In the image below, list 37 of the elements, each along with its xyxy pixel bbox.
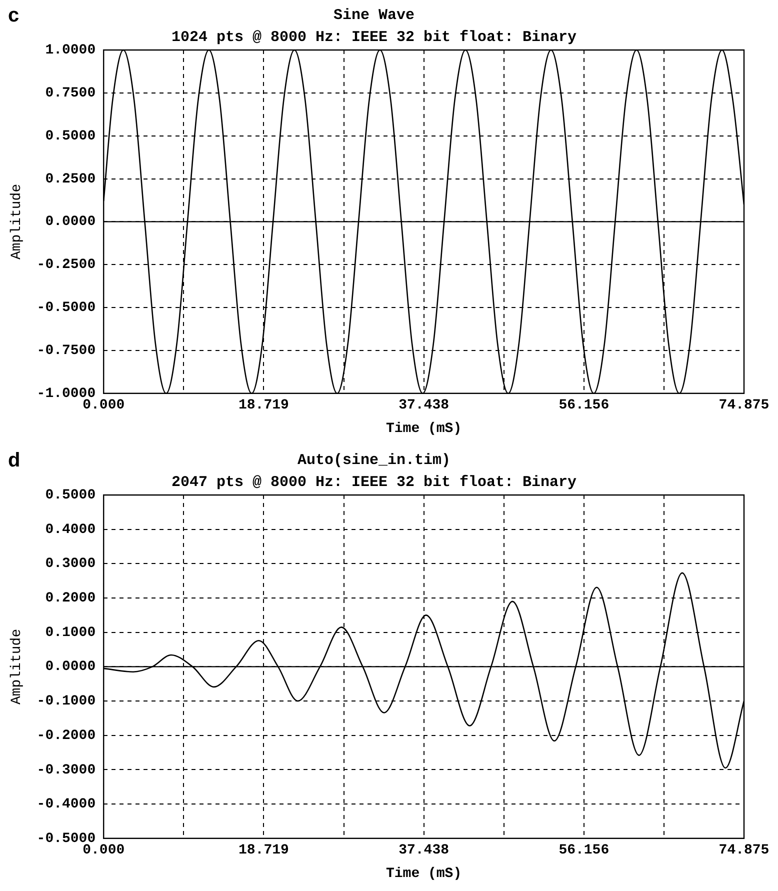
chart-title: Sine Wave: [333, 6, 415, 24]
y-tick-label: -0.1000: [36, 694, 96, 710]
x-axis-title: Time (mS): [386, 866, 462, 882]
y-tick-label: -0.3000: [36, 762, 96, 778]
y-tick-label: 0.4000: [45, 522, 96, 538]
chart-title: Auto(sine_in.tim): [297, 452, 451, 469]
x-tick-label: 18.719: [238, 842, 289, 858]
line-series: [104, 50, 744, 394]
text: d: [8, 450, 20, 472]
y-tick-label: -0.5000: [36, 300, 96, 316]
y-tick-label: 0.0000: [45, 214, 96, 230]
y-tick-label: -0.2000: [36, 728, 96, 744]
y-tick-label: -0.2500: [36, 257, 96, 274]
x-tick-label: 56.156: [558, 397, 610, 414]
y-tick-label: 0.2000: [45, 590, 96, 607]
x-axis-title: Time (mS): [386, 421, 462, 438]
chart-subtitle: 2047 pts @ 8000 Hz: IEEE 32 bit float: Binary: [171, 474, 577, 491]
y-tick-label: -0.7500: [36, 343, 96, 360]
y-tick-label: 0.7500: [45, 85, 96, 102]
y-tick-label: 0.1000: [45, 624, 96, 641]
x-tick-label: 37.438: [398, 842, 450, 858]
y-tick-label: 0.5000: [45, 488, 96, 504]
x-tick-label: 74.875: [718, 397, 770, 414]
x-tick-label: 74.875: [718, 842, 770, 858]
text: c: [8, 4, 20, 27]
y-tick-label: -0.4000: [36, 796, 96, 813]
y-tick-label: 0.2500: [45, 171, 96, 188]
y-tick-label: 0.5000: [45, 128, 96, 144]
x-tick-label: 56.156: [558, 842, 610, 858]
y-tick-label: 1.0000: [45, 42, 96, 59]
y-tick-label: 0.3000: [45, 556, 96, 572]
x-tick-label: 37.438: [398, 397, 450, 414]
y-axis-title: Amplitude: [9, 184, 26, 260]
y-axis-title: Amplitude: [9, 628, 26, 705]
chart-subtitle: 1024 pts @ 8000 Hz: IEEE 32 bit float: Binary: [171, 28, 577, 46]
x-tick-label: 18.719: [238, 397, 289, 414]
y-tick-label: 0.0000: [45, 659, 96, 676]
